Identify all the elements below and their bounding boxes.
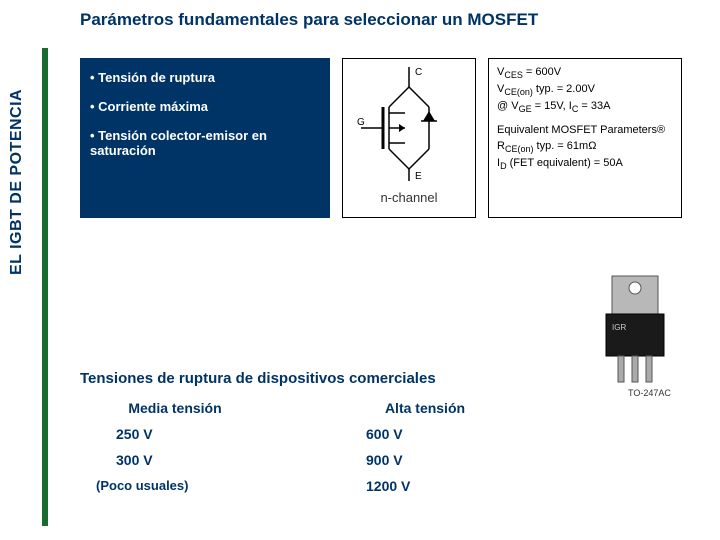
terminal-e-label: E: [415, 171, 422, 182]
specs-subtitle: Equivalent MOSFET Parameters®: [497, 123, 673, 138]
terminal-c-label: C: [415, 67, 422, 78]
col-header: Alta tensión: [330, 400, 520, 416]
spec-line: ID (FET equivalent) = 50A: [497, 156, 673, 173]
param-item: • Corriente máxima: [90, 99, 320, 114]
col-alta: Alta tensión 600 V 900 V 1200 V: [330, 400, 520, 504]
tensions-table: Media tensión 250 V 300 V (Poco usuales)…: [80, 400, 520, 504]
spec-line: VCE(on) typ. = 2.00V: [497, 82, 673, 99]
col-note: (Poco usuales): [80, 478, 270, 493]
col-value: 250 V: [80, 426, 270, 442]
accent-bar: [42, 48, 48, 526]
spec-line: RCE(on) typ. = 61mΩ: [497, 139, 673, 156]
schematic-diagram: C G E n-channel: [342, 58, 476, 218]
col-value: 900 V: [330, 452, 520, 468]
page-title: Parámetros fundamentales para selecciona…: [80, 10, 538, 30]
spec-line: @ VGE = 15V, IC = 33A: [497, 99, 673, 116]
col-media: Media tensión 250 V 300 V (Poco usuales): [80, 400, 270, 504]
col-header: Media tensión: [80, 400, 270, 416]
param-item: • Tensión colector-emisor en saturación: [90, 128, 320, 158]
param-item: • Tensión de ruptura: [90, 70, 320, 85]
section-title: Tensiones de ruptura de dispositivos com…: [80, 370, 436, 387]
svg-text:IGR: IGR: [612, 323, 626, 332]
col-value: 300 V: [80, 452, 270, 468]
params-box: • Tensión de ruptura • Corriente máxima …: [80, 58, 330, 218]
terminal-g-label: G: [357, 117, 365, 128]
col-value: 1200 V: [330, 478, 520, 494]
component-caption: TO-247AC: [628, 388, 671, 398]
component-package-icon: IGR: [590, 270, 680, 385]
diagram-caption: n-channel: [347, 190, 471, 205]
spec-line: VCES = 600V: [497, 65, 673, 82]
vertical-label: EL IGBT DE POTENCIA: [8, 15, 26, 275]
specs-box: VCES = 600V VCE(on) typ. = 2.00V @ VGE =…: [488, 58, 682, 218]
col-value: 600 V: [330, 426, 520, 442]
